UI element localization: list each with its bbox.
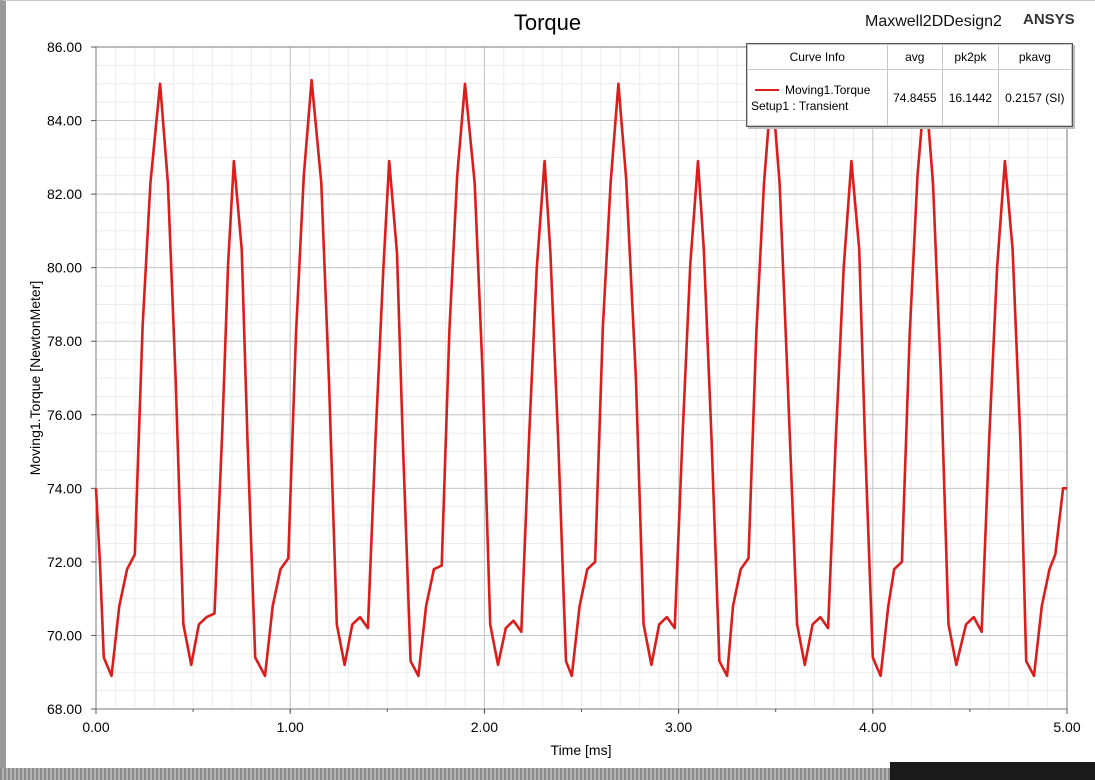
series-line-torque <box>94 78 1067 678</box>
series-group <box>94 78 1067 678</box>
y-tick-label: 78.00 <box>47 333 82 349</box>
x-tick-label: 3.00 <box>665 719 692 735</box>
y-tick-label: 80.00 <box>47 260 82 276</box>
horizontal-scrollbar[interactable] <box>0 768 890 780</box>
legend-swatch <box>755 89 779 92</box>
y-tick-label: 72.00 <box>47 554 82 570</box>
y-tick-label: 82.00 <box>47 186 82 202</box>
legend-header-pkavg: pkavg <box>997 44 1073 70</box>
x-tick-label: 0.00 <box>82 719 109 735</box>
brand-logo: ANSYS <box>1023 11 1075 28</box>
y-tick-label: 84.00 <box>47 113 82 129</box>
y-axis-label: Moving1.Torque [NewtonMeter] <box>27 281 43 476</box>
legend-avg-value: 74.8455 <box>886 69 944 126</box>
y-tick-label: 86.00 <box>47 39 82 55</box>
legend-setup-label: Setup1 : Transient <box>751 98 849 113</box>
x-tick-label: 5.00 <box>1053 719 1080 735</box>
legend-header-curve-info: Curve Info <box>747 44 888 70</box>
legend-header-avg: avg <box>886 44 944 70</box>
y-tick-label: 68.00 <box>47 701 82 717</box>
x-axis-ticks: 0.00 1.00 2.00 3.00 4.00 5.00 <box>82 709 1081 735</box>
design-name: Maxwell2DDesign2 <box>865 13 1002 30</box>
legend-pkavg-value: 0.2157 (SI) <box>997 69 1073 126</box>
y-tick-label: 76.00 <box>47 407 82 423</box>
legend-pk2pk-value: 16.1442 <box>942 69 999 126</box>
chart-title: Torque <box>513 10 582 35</box>
y-tick-label: 70.00 <box>47 627 82 643</box>
legend-curve-name: Moving1.Torque <box>785 82 871 97</box>
x-tick-label: 2.00 <box>471 719 498 735</box>
curve-info-legend[interactable]: Curve Info avg pk2pk pkavg Moving1.Torqu… <box>746 43 1073 127</box>
legend-curve-cell[interactable]: Moving1.Torque Setup1 : Transient <box>747 69 888 126</box>
y-tick-label: 74.00 <box>47 480 82 496</box>
status-area <box>890 762 1095 780</box>
y-axis-ticks: 68.00 70.00 72.00 74.00 76.00 78.00 80.00 82.00… <box>47 39 96 717</box>
x-tick-label: 1.00 <box>277 719 304 735</box>
x-axis-label: Time [ms] <box>551 742 612 758</box>
x-tick-label: 4.00 <box>859 719 886 735</box>
legend-header-pk2pk: pk2pk <box>942 44 999 70</box>
